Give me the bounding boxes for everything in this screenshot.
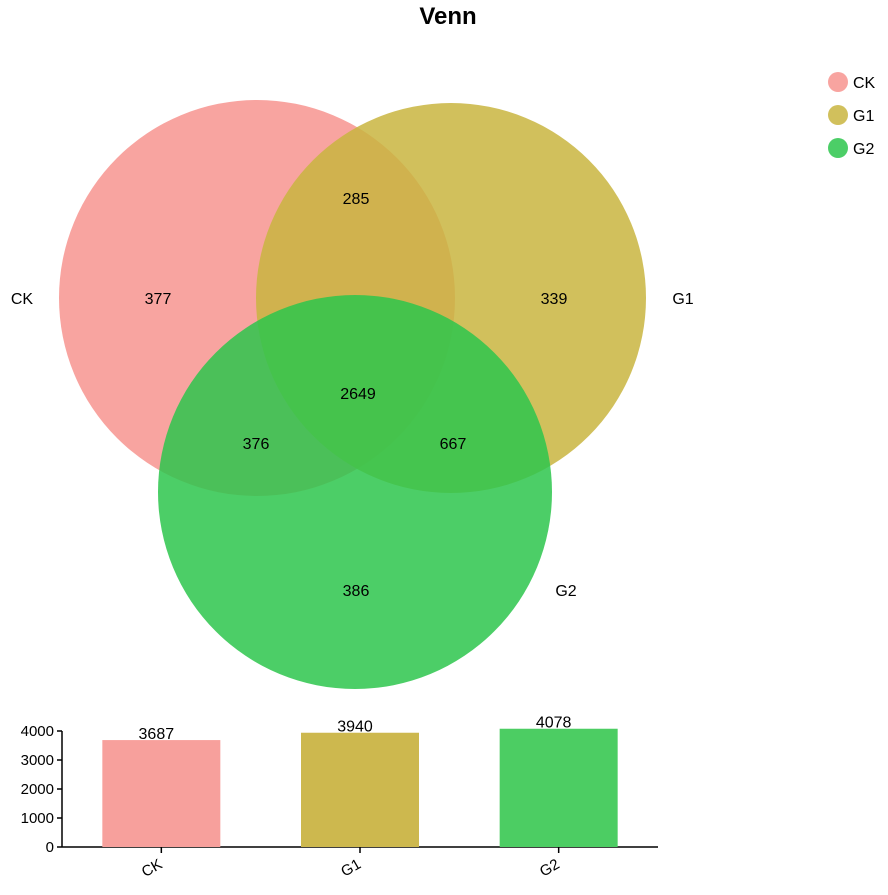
- legend-marker-ck: [828, 72, 848, 92]
- legend: CK G1 G2: [828, 72, 876, 158]
- venn-count-g1: 339: [541, 291, 568, 308]
- legend-marker-g2: [828, 138, 848, 158]
- y-tick-label: 1000: [21, 810, 54, 827]
- venn-circles: [59, 100, 646, 689]
- venn-count-ck: 377: [145, 291, 172, 308]
- venn-circle-g2: [158, 295, 552, 689]
- venn-region-counts: 377 339 386 285 376 667 2649: [145, 191, 568, 600]
- legend-label-ck: CK: [853, 75, 876, 92]
- legend-marker-g1: [828, 105, 848, 125]
- chart-title: Venn: [419, 3, 476, 30]
- venn-set-labels: CK G1 G2: [11, 291, 694, 600]
- venn-count-g2: 386: [343, 583, 370, 600]
- y-tick-label: 4000: [21, 723, 54, 740]
- legend-label-g2: G2: [853, 141, 874, 158]
- venn-count-ck-g1: 285: [343, 191, 370, 208]
- venn-count-ck-g1-g2: 2649: [340, 386, 376, 403]
- bar-value-label: 3687: [139, 726, 175, 743]
- venn-count-ck-g2: 376: [243, 436, 270, 453]
- venn-count-g1-g2: 667: [440, 436, 467, 453]
- x-tick-label: CK: [139, 856, 166, 881]
- y-tick-label: 0: [46, 839, 54, 856]
- bar-g2: [499, 728, 618, 847]
- y-tick-label: 3000: [21, 752, 54, 769]
- bar-g1: [301, 732, 419, 847]
- venn-set-label-ck: CK: [11, 291, 34, 308]
- x-tick-label: G1: [338, 856, 364, 881]
- venn-set-label-g2: G2: [555, 583, 576, 600]
- bar-value-label: 3940: [337, 719, 373, 736]
- y-tick-label: 2000: [21, 781, 54, 798]
- venn-set-label-g1: G1: [672, 291, 693, 308]
- legend-label-g1: G1: [853, 108, 874, 125]
- x-tick-label: G2: [537, 856, 563, 881]
- bar-chart: 0 1000 2000 3000 4000 3687 CK 3940 G1 4078 G2: [21, 715, 658, 881]
- bar-ck: [102, 740, 221, 847]
- bar-value-label: 4078: [536, 715, 572, 732]
